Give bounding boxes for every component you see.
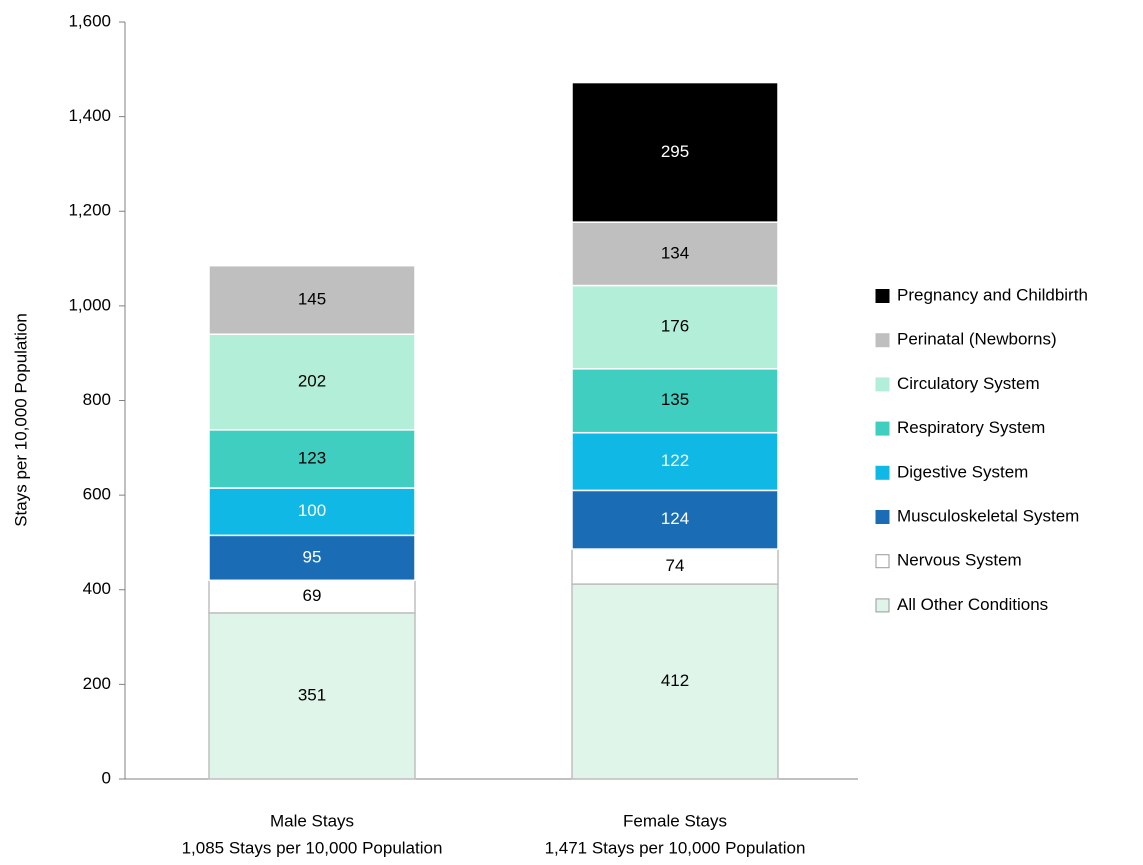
legend-label: Digestive System (897, 462, 1028, 481)
y-tick-label: 600 (83, 485, 111, 504)
data-label: 351 (298, 685, 326, 704)
legend-swatch (875, 377, 890, 392)
y-tick-label: 0 (102, 768, 111, 787)
bar-segment (571, 489, 779, 550)
data-label: 134 (661, 243, 689, 262)
data-label: 202 (298, 372, 326, 391)
y-axis-label: Stays per 10,000 Population (11, 313, 30, 527)
y-tick-label: 400 (83, 579, 111, 598)
data-label: 135 (661, 390, 689, 409)
legend-swatch (875, 554, 890, 569)
y-tick-label: 800 (83, 390, 111, 409)
data-label: 122 (661, 451, 689, 470)
legend-label: Musculoskeletal System (897, 506, 1079, 525)
data-label: 124 (661, 509, 689, 528)
legend-label: Respiratory System (897, 418, 1045, 437)
bars: 351 69 95 100 123 202 145 412 74 124 122 135 176 134 2… (208, 81, 779, 780)
legend-swatch (875, 510, 890, 524)
y-tick-label: 1,000 (68, 295, 111, 314)
y-tick-label: 1,600 (68, 11, 111, 30)
y-tick-label: 1,200 (68, 201, 111, 220)
legend: Pregnancy and Childbirth Perinatal (Newbo… (875, 285, 1088, 614)
bar-segment (571, 548, 779, 585)
x-category-label: Male Stays (270, 811, 354, 830)
bar-segment (208, 333, 416, 431)
legend-swatch (875, 333, 890, 348)
data-label: 69 (303, 586, 322, 605)
x-category-label: Female Stays (623, 811, 727, 830)
bar-segment (208, 534, 416, 582)
data-label: 412 (661, 671, 689, 690)
data-label: 176 (661, 317, 689, 336)
bar-segment (208, 487, 416, 537)
bar-segment (571, 284, 779, 370)
data-label: 74 (666, 556, 685, 575)
x-category-sublabel: 1,471 Stays per 10,000 Population (545, 838, 806, 857)
data-label: 295 (661, 142, 689, 161)
bar-segment (571, 431, 779, 492)
legend-swatch (875, 289, 890, 303)
legend-label: Nervous System (897, 551, 1022, 570)
legend-swatch (875, 421, 890, 436)
bar-segment (208, 579, 416, 614)
legend-label: Perinatal (Newborns) (897, 330, 1057, 349)
bar-segment (208, 264, 416, 336)
x-category-sublabel: 1,085 Stays per 10,000 Population (182, 838, 443, 857)
legend-label: All Other Conditions (897, 595, 1048, 614)
bar-segment (571, 81, 779, 223)
data-label: 95 (303, 547, 322, 566)
legend-swatch (875, 465, 890, 480)
bar-segment (208, 612, 416, 780)
data-label: 100 (298, 501, 326, 520)
data-label: 123 (298, 448, 326, 467)
y-tick-label: 1,400 (68, 106, 111, 125)
legend-label: Circulatory System (897, 374, 1040, 393)
legend-label: Pregnancy and Childbirth (897, 285, 1088, 304)
y-tick-label: 200 (83, 674, 111, 693)
data-label: 145 (298, 289, 326, 308)
bar-segment (208, 429, 416, 489)
legend-swatch (875, 598, 890, 613)
bar-segment (571, 368, 779, 434)
bar-segment (571, 583, 779, 780)
axes: 0 200 400 600 800 1,000 1,200 1,400 1,600 Male St… (68, 11, 858, 857)
bar-segment (571, 221, 779, 287)
